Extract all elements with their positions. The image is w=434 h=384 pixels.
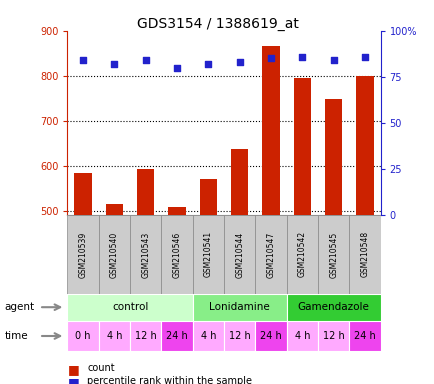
Text: 24 h: 24 h — [166, 331, 187, 341]
Text: 0 h: 0 h — [75, 331, 91, 341]
Bar — [137, 169, 154, 215]
Text: GSM210540: GSM210540 — [110, 231, 118, 278]
Text: 24 h: 24 h — [260, 331, 281, 341]
Text: GSM210541: GSM210541 — [204, 231, 212, 278]
Bar — [349, 215, 380, 294]
Point — [204, 61, 211, 67]
Bar — [99, 215, 130, 294]
Text: GSM210539: GSM210539 — [79, 231, 87, 278]
Bar — [192, 321, 224, 351]
Text: 24 h: 24 h — [353, 331, 375, 341]
Bar — [317, 321, 349, 351]
Bar — [74, 173, 92, 215]
Text: GSM210547: GSM210547 — [266, 231, 275, 278]
Bar — [192, 294, 286, 321]
Bar — [286, 321, 317, 351]
Text: GSM210545: GSM210545 — [329, 231, 337, 278]
Bar — [130, 321, 161, 351]
Bar — [286, 294, 380, 321]
Text: Lonidamine: Lonidamine — [209, 302, 270, 312]
Point — [267, 55, 274, 61]
Point — [142, 57, 149, 63]
Bar — [105, 204, 123, 215]
Bar — [349, 321, 380, 351]
Point — [173, 65, 180, 71]
Point — [329, 57, 336, 63]
Text: ■: ■ — [67, 376, 79, 384]
Text: control: control — [112, 302, 148, 312]
Bar — [67, 294, 192, 321]
Text: 12 h: 12 h — [228, 331, 250, 341]
Bar — [355, 76, 373, 215]
Bar — [224, 215, 255, 294]
Bar — [168, 207, 185, 215]
Point — [361, 53, 368, 60]
Bar — [286, 215, 317, 294]
Bar — [161, 215, 192, 294]
Bar — [255, 215, 286, 294]
Text: GSM210542: GSM210542 — [297, 231, 306, 278]
Point — [111, 61, 118, 67]
Text: 12 h: 12 h — [322, 331, 344, 341]
Text: GSM210548: GSM210548 — [360, 231, 368, 278]
Text: 4 h: 4 h — [200, 331, 216, 341]
Bar — [324, 99, 342, 215]
Bar — [293, 78, 310, 215]
Text: percentile rank within the sample: percentile rank within the sample — [87, 376, 251, 384]
Bar — [67, 215, 99, 294]
Bar — [67, 321, 99, 351]
Text: ■: ■ — [67, 363, 79, 376]
Bar — [99, 321, 130, 351]
Bar — [161, 321, 192, 351]
Bar — [199, 179, 217, 215]
Text: 4 h: 4 h — [106, 331, 122, 341]
Bar — [317, 215, 349, 294]
Point — [236, 59, 243, 65]
Point — [79, 57, 86, 63]
Text: GSM210546: GSM210546 — [172, 231, 181, 278]
Point — [298, 53, 305, 60]
Bar — [230, 149, 248, 215]
Bar — [255, 321, 286, 351]
Text: count: count — [87, 363, 115, 373]
Bar — [224, 321, 255, 351]
Text: time: time — [4, 331, 28, 341]
Text: Gamendazole: Gamendazole — [297, 302, 369, 312]
Bar — [262, 46, 279, 215]
Bar — [192, 215, 224, 294]
Text: GDS3154 / 1388619_at: GDS3154 / 1388619_at — [136, 17, 298, 31]
Text: 4 h: 4 h — [294, 331, 309, 341]
Text: agent: agent — [4, 302, 34, 312]
Bar — [130, 215, 161, 294]
Text: GSM210543: GSM210543 — [141, 231, 150, 278]
Text: 12 h: 12 h — [135, 331, 156, 341]
Text: GSM210544: GSM210544 — [235, 231, 243, 278]
